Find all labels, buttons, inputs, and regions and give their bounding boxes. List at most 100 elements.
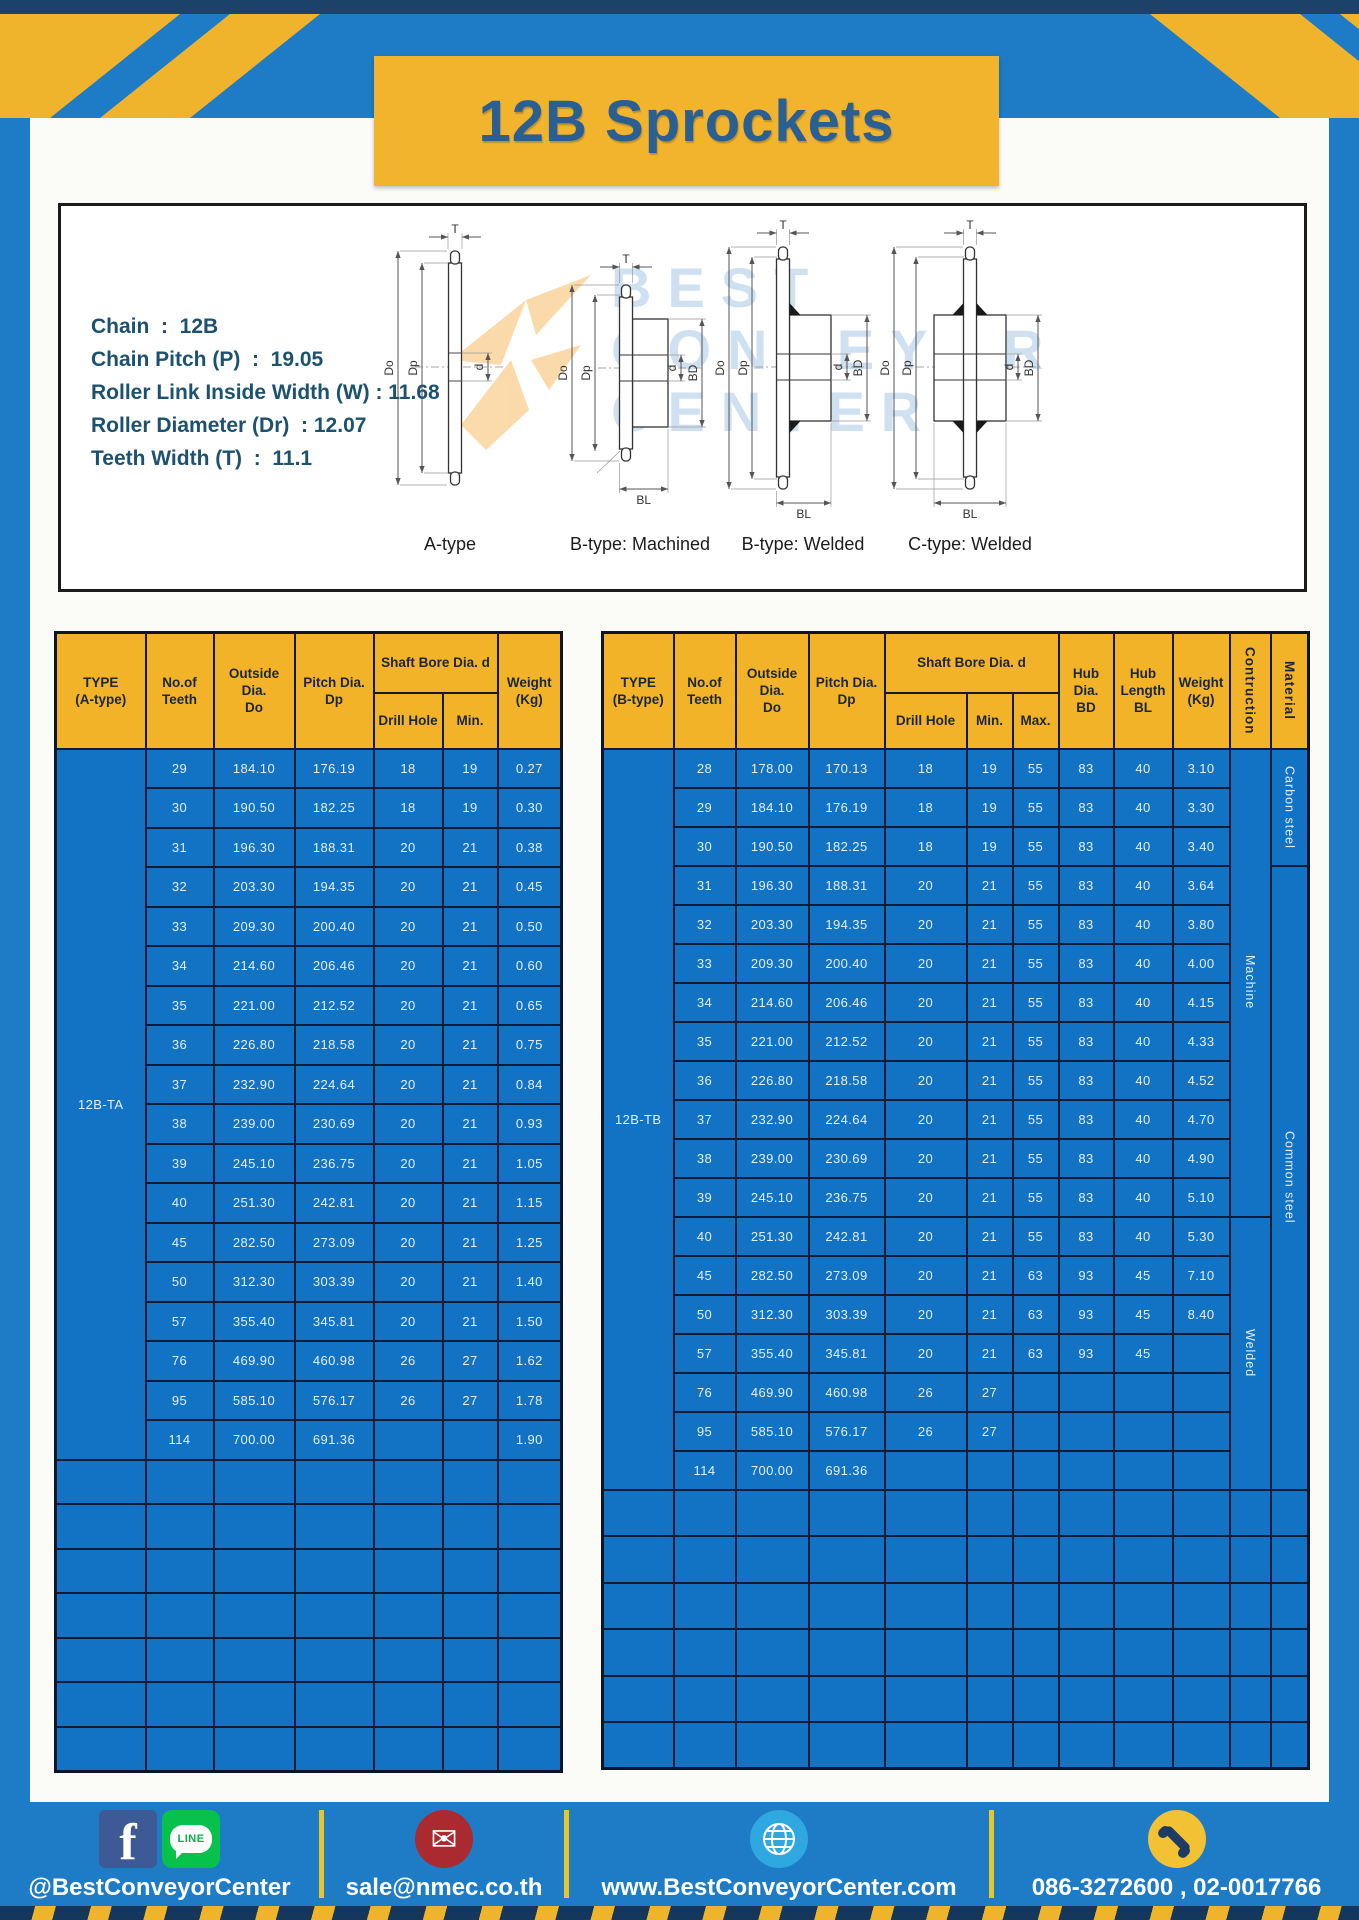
table-cell [1228, 1628, 1272, 1677]
table-cell: 20 [883, 1176, 968, 1218]
table-cell: 194.35 [293, 866, 375, 908]
table-row: 12B-TA 29 184.10 176.19 18 19 0.27 [54, 747, 563, 1461]
table-cell [734, 1628, 810, 1677]
column-header: Material [1269, 631, 1310, 750]
table-row: 37 232.90 224.64 20 21 55 83 40 4.70 [603, 1098, 1309, 1140]
website-url[interactable]: www.BestConveyorCenter.com [601, 1874, 957, 1901]
table-cell: 50 [144, 1261, 215, 1303]
table-cell [372, 1547, 444, 1594]
table-cell [1171, 1332, 1231, 1374]
table-cell: 37 [672, 1098, 737, 1140]
table-cell: 20 [372, 984, 444, 1026]
table-cell: 26 [883, 1410, 968, 1452]
table-cell: 30 [144, 787, 215, 829]
email-address[interactable]: sale@nmec.co.th [345, 1874, 543, 1901]
chain-specs: Chain : 12B Chain Pitch (P) : 19.05 Roller… [91, 310, 440, 475]
table-cell: 21 [441, 1024, 499, 1066]
table-row: 76 469.90 460.98 26 27 1.62 [56, 1340, 563, 1382]
table-cell [672, 1721, 737, 1770]
table-cell: 355.40 [212, 1300, 296, 1342]
table-cell [54, 1636, 147, 1683]
drawing-label: A-type [423, 534, 477, 554]
table-cell [1171, 1674, 1231, 1723]
line-icon[interactable]: LINE [162, 1810, 220, 1868]
phone-icon[interactable] [1147, 1810, 1206, 1868]
table-cell: Welded [1228, 1215, 1272, 1491]
globe-icon[interactable] [750, 1810, 808, 1868]
table-cell [293, 1547, 375, 1594]
column-header: Pitch Dia. Dp [807, 631, 886, 750]
table-cell [212, 1725, 296, 1772]
table-cell: 236.75 [293, 1142, 375, 1184]
table-cell: 45 [1112, 1293, 1174, 1335]
table-row: 57 355.40 345.81 20 21 1.50 [56, 1300, 563, 1342]
table-cell [601, 1721, 675, 1770]
table-cell [441, 1681, 499, 1728]
table-cell [293, 1503, 375, 1550]
table-cell: 39 [672, 1176, 737, 1218]
footer-phone-section: 086-3272600 , 02-0017766 [994, 1802, 1359, 1906]
table-cell: 20 [372, 1221, 444, 1263]
table-cell [965, 1488, 1014, 1537]
column-header: Hub Dia. BD [1057, 631, 1115, 750]
table-cell [601, 1581, 675, 1630]
table-cell [1011, 1628, 1060, 1677]
mail-icon[interactable]: ✉ [415, 1810, 473, 1868]
table-cell: 4.00 [1171, 942, 1231, 984]
drawing-label: B-type: Machined [569, 534, 711, 554]
table-cell: 345.81 [293, 1300, 375, 1342]
table-cell: 12B-TB [601, 747, 675, 1491]
footer-email-section: ✉ sale@nmec.co.th [324, 1802, 564, 1906]
table-cell: 40 [144, 1182, 215, 1224]
table-cell: 29 [672, 786, 737, 828]
table-cell [1171, 1449, 1231, 1491]
table-cell: 184.10 [734, 786, 810, 828]
diagram-box: BEST CONVEYOR CENTER Chain : 12B Chain Pitc… [58, 203, 1307, 592]
table-cell: 282.50 [212, 1221, 296, 1263]
table-cell: 83 [1057, 1098, 1115, 1140]
table-cell: 21 [441, 826, 499, 868]
facebook-icon[interactable]: f [99, 1810, 157, 1868]
drawing-a-type: Do Dp d T A-type [360, 214, 540, 586]
table-cell: 196.30 [734, 864, 810, 906]
table-cell [372, 1636, 444, 1683]
table-cell: 95 [672, 1410, 737, 1452]
table-cell: 27 [965, 1371, 1014, 1413]
table-cell: 55 [1011, 1020, 1060, 1062]
table-cell: 190.50 [212, 787, 296, 829]
table-cell: 21 [441, 945, 499, 987]
table-cell: 83 [1057, 825, 1115, 867]
table-cell [1269, 1628, 1310, 1677]
table-cell: 5.10 [1171, 1176, 1231, 1218]
table-row: 40 251.30 242.81 20 21 55 83 40 5.30 Welded [603, 1215, 1309, 1491]
table-cell [441, 1503, 499, 1550]
phone-numbers[interactable]: 086-3272600 , 02-0017766 [1031, 1874, 1322, 1901]
table-cell: 40 [1112, 786, 1174, 828]
table-cell: 55 [1011, 1059, 1060, 1101]
table-row: 114 700.00 691.36 [603, 1449, 1309, 1491]
table-cell [1057, 1674, 1115, 1723]
table-cell: 21 [965, 1098, 1014, 1140]
table-cell: 55 [1011, 1176, 1060, 1218]
table-row: 30 190.50 182.25 18 19 0.30 [56, 787, 563, 829]
table-cell: 20 [883, 1332, 968, 1374]
social-handle[interactable]: @BestConveyorCenter [28, 1874, 291, 1901]
table-cell: 21 [441, 1221, 499, 1263]
svg-text:BD: BD [686, 364, 700, 381]
table-cell [54, 1547, 147, 1594]
table-cell: 0.93 [496, 1103, 563, 1145]
table-cell: 26 [372, 1379, 444, 1421]
svg-text:Dp: Dp [900, 360, 914, 376]
table-cell [1112, 1535, 1174, 1584]
table-cell: 8.40 [1171, 1293, 1231, 1335]
table-cell [1228, 1535, 1272, 1584]
table-cell [1057, 1628, 1115, 1677]
table-cell: 221.00 [734, 1020, 810, 1062]
table-cell: 83 [1057, 1059, 1115, 1101]
svg-text:BL: BL [796, 507, 811, 521]
table-cell [144, 1547, 215, 1594]
empty-row [54, 1725, 563, 1772]
table-cell [1112, 1674, 1174, 1723]
table-cell [293, 1458, 375, 1505]
table-cell: 245.10 [212, 1142, 296, 1184]
